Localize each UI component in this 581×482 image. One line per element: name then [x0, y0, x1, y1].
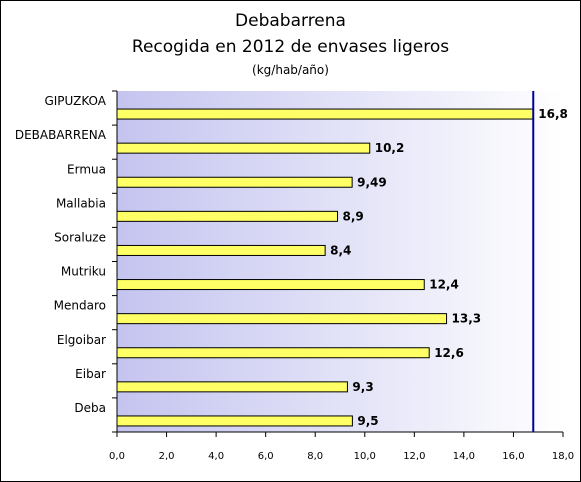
- bar: [116, 244, 326, 256]
- category-label: Mutriku: [61, 265, 106, 279]
- category-label: Elgoibar: [57, 333, 106, 347]
- data-label: 9,3: [352, 380, 373, 394]
- bar: [116, 313, 448, 325]
- category-label: Deba: [74, 401, 106, 415]
- data-label: 9,5: [357, 414, 378, 428]
- x-tick-label: 14,0: [453, 451, 475, 462]
- data-label: 8,9: [343, 209, 364, 223]
- data-label: 12,6: [434, 346, 464, 360]
- category-label: Soraluze: [54, 230, 106, 244]
- chart-subtitle: (kg/hab/año): [252, 63, 329, 77]
- x-tick-label: 16,0: [502, 451, 524, 462]
- x-tick-label: 12,0: [403, 451, 425, 462]
- bar: [116, 210, 339, 222]
- x-tick-label: 18,0: [552, 451, 574, 462]
- category-label: Eibar: [75, 367, 106, 381]
- category-label: GIPUZKOA: [44, 94, 106, 108]
- data-label: 13,3: [452, 312, 482, 326]
- x-tick-label: 0,0: [109, 451, 125, 462]
- x-tick-label: 8,0: [307, 451, 323, 462]
- x-tick-label: 4,0: [208, 451, 224, 462]
- data-label: 16,8: [538, 107, 568, 121]
- category-label: Mendaro: [54, 299, 106, 313]
- bar: [116, 108, 534, 120]
- bar: [116, 381, 348, 393]
- data-label: 12,4: [429, 278, 459, 292]
- x-tick-label: 2,0: [159, 451, 175, 462]
- bar: [116, 279, 425, 291]
- bar: [116, 142, 371, 154]
- bar: [116, 176, 353, 188]
- bar: [116, 347, 430, 359]
- data-label: 9,49: [357, 175, 387, 189]
- x-tick-label: 6,0: [258, 451, 274, 462]
- chart-title-line-2: Recogida en 2012 de envases ligeros: [131, 37, 450, 57]
- x-tick-label: 10,0: [354, 451, 376, 462]
- data-label: 8,4: [330, 243, 351, 257]
- bar: [116, 415, 353, 427]
- category-label: DEBABARRENA: [15, 128, 107, 142]
- data-label: 10,2: [375, 141, 405, 155]
- category-label: Ermua: [67, 162, 106, 176]
- plot-area: [117, 91, 563, 432]
- category-label: Mallabia: [56, 196, 106, 210]
- chart-title: Debabarrena: [235, 11, 346, 31]
